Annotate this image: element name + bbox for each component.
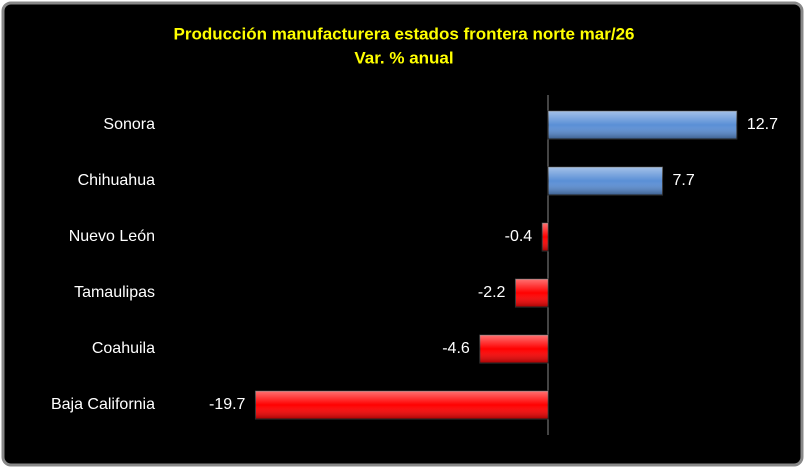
bar-shine: [515, 279, 549, 307]
category-label: Coahuila: [92, 340, 155, 357]
bar-shine: [542, 223, 549, 251]
category-label: Sonora: [103, 116, 155, 133]
bar-shine: [548, 167, 663, 195]
category-label: Baja California: [51, 396, 155, 413]
chart-subtitle: Var. % anual: [354, 48, 453, 67]
chart-title: Producción manufacturera estados fronter…: [173, 24, 634, 43]
value-label: -19.7: [209, 396, 246, 413]
category-label: Nuevo León: [69, 228, 155, 245]
value-label: -4.6: [442, 340, 470, 357]
bar-shine: [479, 335, 549, 363]
category-label: Tamaulipas: [74, 284, 155, 301]
bar-shine: [548, 111, 737, 139]
value-label: -2.2: [478, 284, 506, 301]
value-label: 12.7: [747, 116, 778, 133]
bar-shine: [255, 391, 549, 419]
category-label: Chihuahua: [78, 172, 156, 189]
value-label: -0.4: [505, 228, 533, 245]
value-label: 7.7: [673, 172, 695, 189]
